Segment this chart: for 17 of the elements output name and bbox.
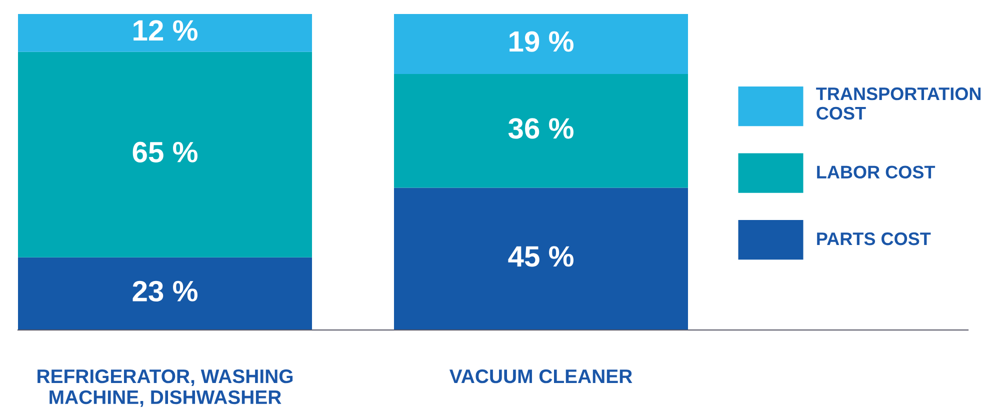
legend-label: PARTS COST [817,232,931,246]
data-label: 36 % [508,118,574,139]
data-label: 12 % [134,20,198,41]
data-label: 19 % [510,31,574,52]
x-tick-label: REFRIGERATOR, WASHING MACHINE, DISHWASHER [38,369,293,407]
bar [394,188,688,330]
legend-label: TRANSPORTATION COST [816,87,981,120]
data-label: 45 % [508,246,574,267]
data-label: 65 % [132,142,198,162]
bar [394,74,688,188]
data-label: 23 % [132,280,198,302]
bar [394,14,688,74]
bar [18,257,312,330]
bar [18,52,312,258]
legend-label: LABOR COST [817,166,936,178]
x-tick-label: VACUUM CLEANER [449,369,632,384]
bar [18,14,312,52]
